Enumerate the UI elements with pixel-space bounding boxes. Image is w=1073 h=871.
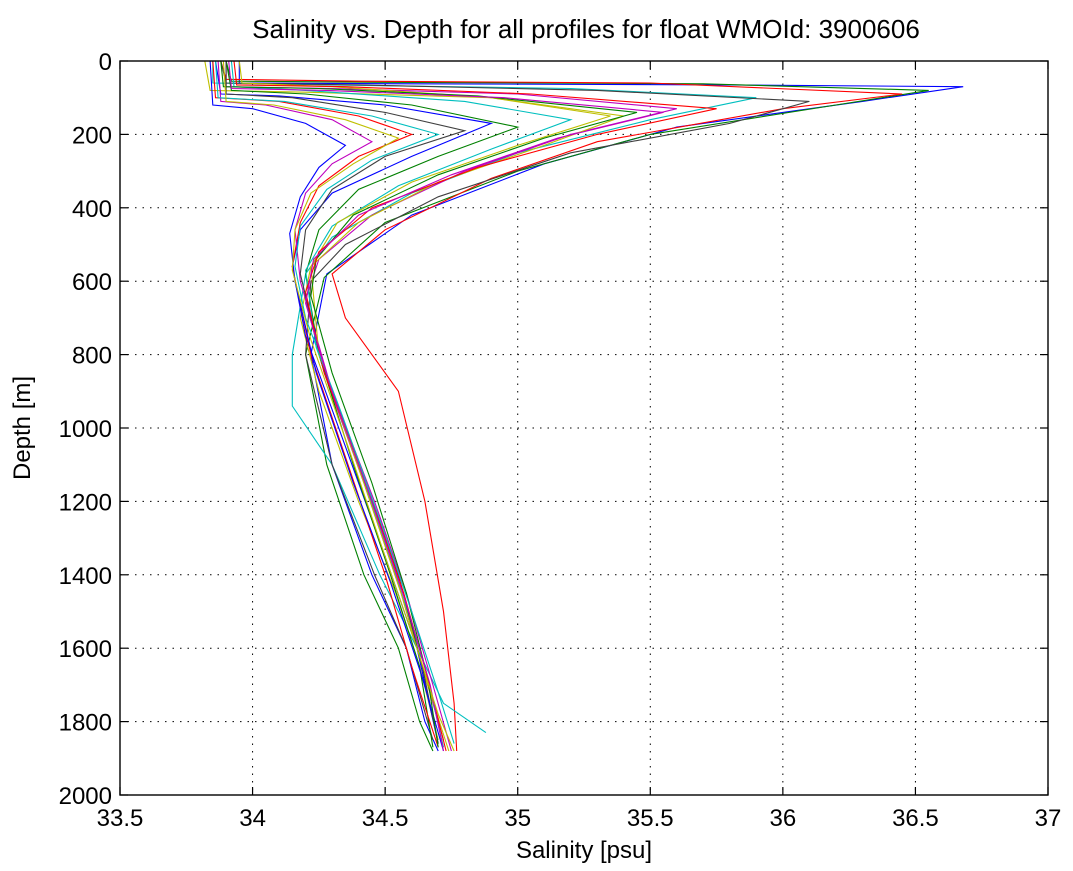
x-axis-label: Salinity [psu] <box>516 837 652 864</box>
profile-line-4 <box>212 61 757 734</box>
profile-line-11 <box>230 60 573 748</box>
x-axis-tick-labels: 33.5 34 34.5 35 35.5 36 36.5 37 <box>97 805 1062 832</box>
x-tick-label: 34 <box>239 805 266 832</box>
x-tick-label: 33.5 <box>97 805 144 832</box>
chart-title: Salinity vs. Depth for all profiles for … <box>252 14 920 44</box>
x-tick-label: 37 <box>1035 805 1062 832</box>
y-tick-label: 600 <box>72 269 112 296</box>
y-tick-label: 2000 <box>59 783 112 810</box>
axis-ticks <box>119 60 1049 796</box>
y-axis-tick-labels: 0 200 400 600 800 1000 1200 1400 1600 1800 2000 <box>59 49 112 810</box>
y-axis-label: Depth [m] <box>9 376 36 480</box>
profile-line-3 <box>220 60 903 752</box>
y-tick-label: 800 <box>72 343 112 370</box>
x-tick-label: 36.5 <box>892 805 939 832</box>
x-tick-label: 34.5 <box>362 805 409 832</box>
profile-line-9 <box>225 60 520 748</box>
profile-line-16 <box>220 60 638 748</box>
profile-line-5 <box>225 61 677 741</box>
profile-line-18 <box>214 60 455 744</box>
x-tick-label: 35.5 <box>627 805 674 832</box>
y-tick-label: 200 <box>72 122 112 149</box>
grid-lines <box>120 61 1048 795</box>
profile-line-14 <box>225 61 467 744</box>
profile-line-10 <box>212 60 439 748</box>
profile-lines <box>204 60 964 752</box>
x-tick-label: 35 <box>504 805 531 832</box>
profile-line-2 <box>225 60 929 752</box>
profile-line-17 <box>233 60 717 752</box>
profile-line-1 <box>238 61 964 752</box>
profile-line-7 <box>220 60 810 741</box>
profile-line-13 <box>238 60 611 752</box>
profile-line-15 <box>209 60 445 752</box>
y-tick-label: 1600 <box>59 636 112 663</box>
profile-line-19 <box>228 60 664 752</box>
y-tick-label: 1000 <box>59 416 112 443</box>
y-tick-label: 1800 <box>59 710 112 737</box>
y-tick-label: 1200 <box>59 489 112 516</box>
x-tick-label: 36 <box>770 805 797 832</box>
y-tick-label: 400 <box>72 196 112 223</box>
y-tick-label: 0 <box>99 49 112 76</box>
profile-line-20 <box>222 60 455 752</box>
y-tick-label: 1400 <box>59 563 112 590</box>
